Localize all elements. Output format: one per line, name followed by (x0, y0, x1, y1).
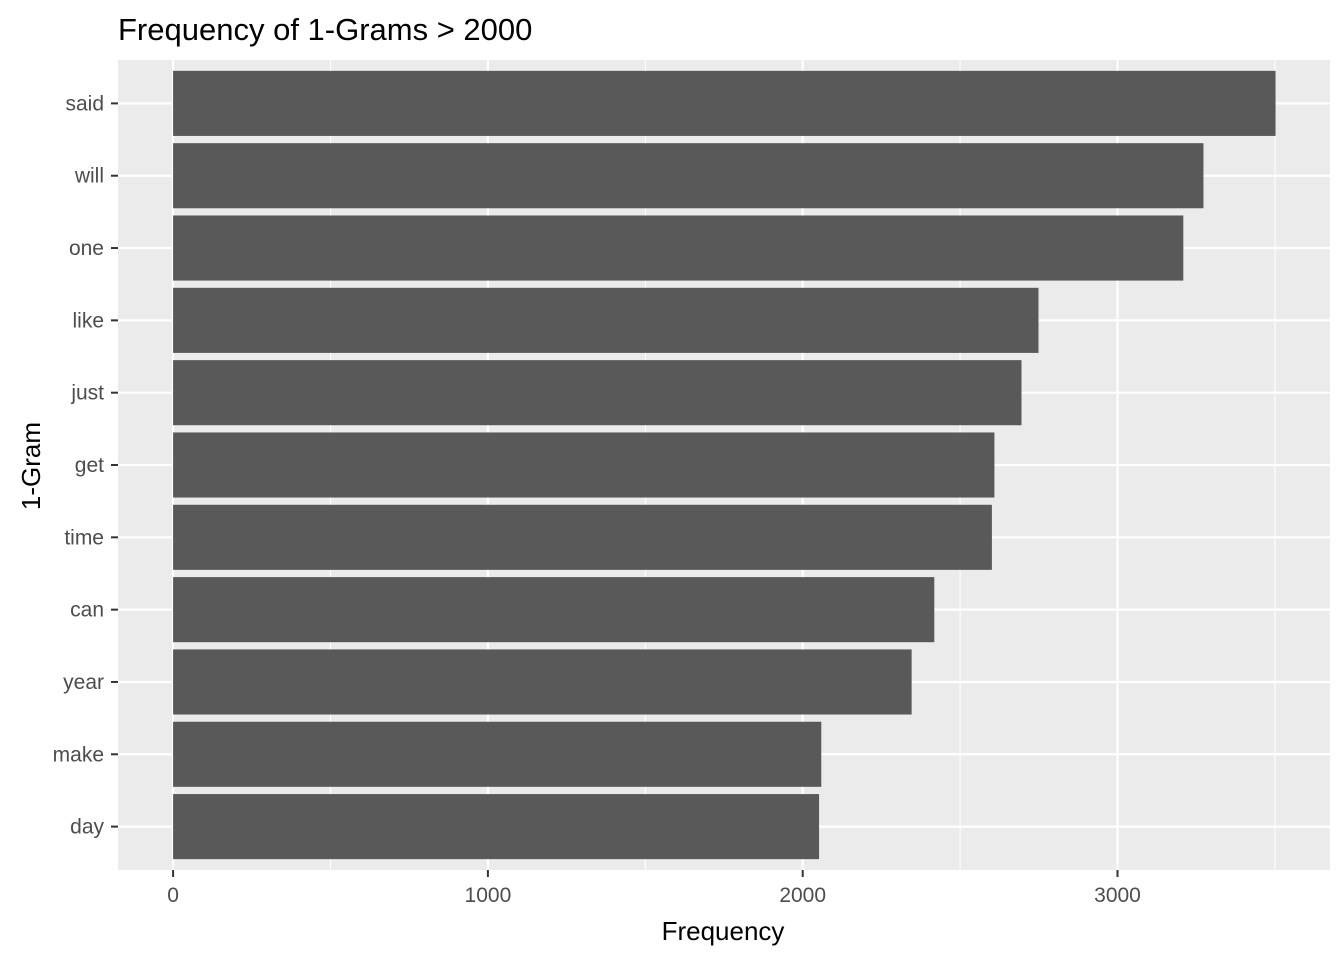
bar-day (173, 794, 820, 860)
x-axis-title: Frequency (662, 916, 785, 946)
y-tick-label: just (70, 382, 104, 405)
x-axis: 0 1000 2000 3000 (167, 870, 1141, 907)
bar-will (173, 143, 1204, 209)
x-tick-label: 2000 (779, 884, 826, 907)
y-tick-label: can (70, 599, 104, 622)
bar-get (173, 432, 995, 498)
bar-can (173, 577, 935, 643)
y-tick-label: will (74, 165, 104, 188)
y-tick-label: said (65, 92, 104, 115)
bar-said (173, 70, 1276, 136)
y-tick-label: day (70, 816, 104, 839)
y-tick-label: get (75, 454, 104, 477)
y-tick-label: like (72, 309, 104, 332)
x-tick-label: 1000 (465, 884, 512, 907)
bar-one (173, 215, 1184, 281)
chart-title: Frequency of 1-Grams > 2000 (118, 12, 532, 47)
x-tick-label: 3000 (1094, 884, 1141, 907)
y-tick-label: year (63, 671, 104, 694)
bars (173, 70, 1276, 860)
y-tick-label: time (64, 526, 104, 549)
y-tick-label: make (53, 743, 104, 766)
x-tick-label: 0 (167, 884, 179, 907)
bar-year (173, 649, 912, 715)
y-tick-label: one (69, 237, 104, 260)
y-axis-title: 1-Gram (16, 422, 46, 510)
y-axis: said will one like just get time can year make day (53, 92, 118, 839)
bar-like (173, 287, 1039, 353)
bar-make (173, 721, 822, 787)
bar-time (173, 504, 992, 570)
bar-just (173, 360, 1022, 426)
